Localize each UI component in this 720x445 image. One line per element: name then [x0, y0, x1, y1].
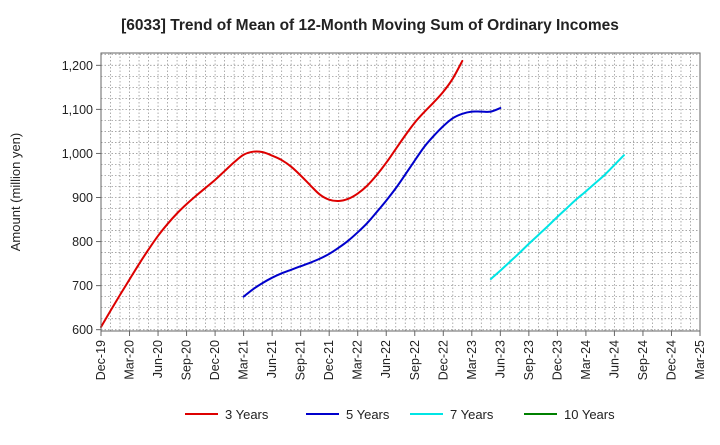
x-tick-label: Sep-23	[522, 340, 536, 380]
y-tick-label: 1,100	[62, 103, 93, 117]
x-tick-label: Jun-23	[493, 340, 507, 378]
y-tick-label: 900	[72, 191, 93, 205]
x-tick-label: Sep-20	[180, 340, 194, 380]
x-tick-label: Mar-23	[465, 340, 479, 380]
x-tick-label: Jun-20	[151, 340, 165, 378]
x-tick-label: Dec-21	[322, 340, 336, 380]
legend-label-7-years: 7 Years	[450, 407, 494, 422]
x-tick-label: Mar-22	[351, 340, 365, 380]
grid-lines	[100, 53, 701, 331]
x-tick-label: Mar-21	[237, 340, 251, 380]
y-tick-label: 1,200	[62, 59, 93, 73]
series-line-5-years	[242, 107, 502, 298]
x-tick-label: Dec-23	[550, 340, 564, 380]
x-tick-label: Mar-25	[693, 340, 707, 380]
x-tick-label: Mar-20	[123, 340, 137, 380]
y-tick-label: 700	[72, 279, 93, 293]
x-tick-label: Dec-20	[208, 340, 222, 380]
x-tick-label: Mar-24	[579, 340, 593, 380]
x-tick-label: Jun-24	[607, 340, 621, 378]
series-lines	[100, 59, 625, 329]
legend-label-5-years: 5 Years	[346, 407, 390, 422]
x-tick-label: Sep-21	[294, 340, 308, 380]
y-tick-label: 600	[72, 323, 93, 337]
legend: 3 Years 5 Years 7 Years 10 Years	[185, 407, 615, 422]
series-line-3-years	[100, 59, 464, 329]
legend-label-3-years: 3 Years	[225, 407, 269, 422]
x-tick-label: Dec-19	[94, 340, 108, 380]
plot-frame	[100, 52, 701, 332]
x-tick-label: Dec-22	[436, 340, 450, 380]
y-tick-label: 1,000	[62, 147, 93, 161]
x-tick-label: Jun-21	[265, 340, 279, 378]
series-line-7-years	[489, 154, 625, 281]
legend-label-10-years: 10 Years	[564, 407, 615, 422]
y-tick-label: 800	[72, 235, 93, 249]
axes: 600 700 800 900 1,000 1,100 1,200 Dec-19 Mar-20 J…	[62, 59, 707, 380]
chart-title: [6033] Trend of Mean of 12-Month Moving …	[121, 17, 619, 34]
x-tick-label: Sep-22	[408, 340, 422, 380]
x-tick-label: Dec-24	[664, 340, 678, 380]
x-tick-label: Sep-24	[636, 340, 650, 380]
x-tick-label: Jun-22	[379, 340, 393, 378]
y-axis-label: Amount (million yen)	[8, 133, 23, 252]
